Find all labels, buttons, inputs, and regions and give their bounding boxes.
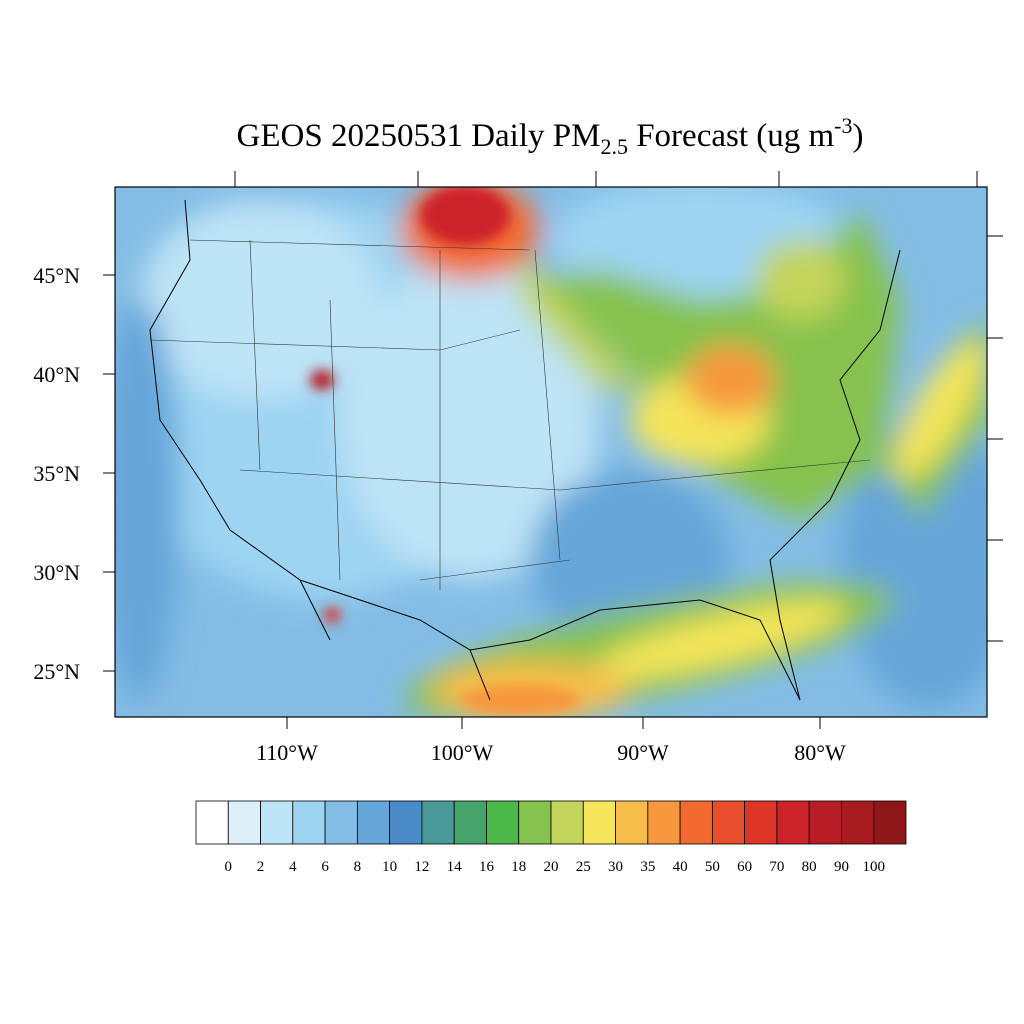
field-blob — [685, 345, 775, 415]
colorbar-label: 50 — [705, 859, 720, 875]
colorbar-box — [260, 800, 294, 845]
colorbar-label: 0 — [225, 859, 233, 875]
colorbar-label: 90 — [834, 859, 849, 875]
colorbar-box — [356, 800, 391, 845]
colorbar-box — [453, 800, 487, 845]
lon-label: 90°W — [617, 740, 669, 765]
colorbar-label: 16 — [479, 859, 495, 875]
title-text: Forecast (ug m — [628, 118, 835, 154]
colorbar-label: 20 — [544, 859, 559, 875]
colorbar-box — [744, 800, 778, 845]
map-ticks — [103, 171, 1003, 729]
field-smooth — [115, 187, 987, 717]
lat-label: 35°N — [33, 461, 80, 486]
lat-label: 30°N — [33, 560, 80, 585]
coastline — [149, 199, 901, 701]
colorbar-label: 18 — [511, 859, 526, 875]
field-blob — [755, 240, 845, 320]
lat-label: 45°N — [33, 263, 80, 288]
title: GEOS 20250531 Daily PM2.5 Forecast (ug m… — [237, 113, 864, 159]
colorbar-label: 35 — [640, 859, 655, 875]
colorbar-label: 6 — [321, 859, 329, 875]
colorbar-label: 70 — [769, 859, 784, 875]
title-text: GEOS 20250531 Daily PM — [237, 118, 601, 154]
colorbar-box — [711, 800, 746, 845]
colorbar-label: 10 — [382, 859, 397, 875]
lon-label: 80°W — [794, 740, 846, 765]
title-subscript: 2.5 — [600, 134, 628, 159]
lat-label: 40°N — [33, 362, 80, 387]
map-frame — [114, 186, 988, 718]
colorbar-box — [582, 800, 616, 845]
colorbar-label: 60 — [737, 859, 752, 875]
field-blob — [420, 187, 510, 245]
title-text: ) — [852, 118, 863, 154]
colorbar-box — [486, 800, 520, 845]
field-blob — [324, 607, 340, 623]
colorbar-box — [841, 800, 875, 845]
colorbar-box — [647, 800, 681, 845]
field-hotspots — [310, 187, 580, 715]
field-blob — [520, 250, 640, 390]
colorbar-box — [615, 800, 649, 845]
colorbar-box — [227, 800, 261, 845]
colorbar-box — [324, 800, 358, 845]
colorbar-label: 30 — [608, 859, 623, 875]
state-borders — [149, 239, 871, 590]
field-blob — [593, 600, 847, 680]
field-blob — [140, 200, 380, 400]
lon-label: 100°W — [431, 740, 494, 765]
colorbar-label: 2 — [257, 859, 265, 875]
field-blob — [340, 260, 600, 580]
colorbar-label: 100 — [862, 859, 885, 875]
colorbar-label: 14 — [447, 859, 463, 875]
colorbar-box — [421, 800, 455, 845]
field-blob — [115, 300, 180, 700]
colorbar-label: 8 — [354, 859, 362, 875]
colorbar-box — [389, 800, 423, 845]
colorbar-box — [776, 800, 810, 845]
field-blob — [460, 685, 580, 715]
lon-label: 110°W — [256, 740, 318, 765]
colorbar-box — [292, 800, 326, 845]
colorbar-box — [873, 800, 907, 845]
colorbar-label: 25 — [576, 859, 591, 875]
colorbar-box — [808, 800, 842, 845]
colorbar-label: 4 — [289, 859, 297, 875]
field-blob — [894, 339, 986, 481]
field-blob — [310, 370, 334, 390]
colorbar-box — [550, 800, 584, 845]
colorbar-label: 40 — [673, 859, 688, 875]
colorbar-box — [518, 800, 552, 845]
colorbar-box — [679, 800, 713, 845]
lat-label: 25°N — [33, 659, 80, 684]
colorbar-label: 12 — [414, 859, 429, 875]
map-field — [115, 187, 987, 717]
colorbar-box — [195, 800, 229, 845]
field-blob — [840, 410, 987, 710]
title-superscript: -3 — [834, 113, 852, 138]
colorbar-label: 80 — [802, 859, 817, 875]
